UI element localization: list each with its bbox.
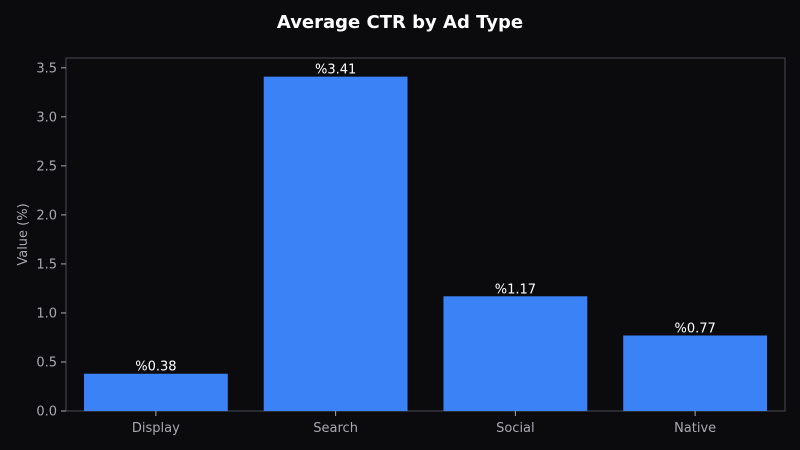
- x-tick-label: Display: [132, 421, 180, 436]
- bar-native: [623, 335, 768, 411]
- bar-social: [443, 296, 588, 411]
- bar-display: [83, 373, 228, 411]
- bar-value-label: %1.17: [495, 282, 536, 297]
- y-tick-label: 2.0: [36, 208, 57, 223]
- x-tick-label: Search: [313, 421, 358, 436]
- y-tick-label: 3.0: [36, 110, 57, 125]
- y-tick-label: 0.5: [36, 355, 57, 370]
- y-tick-label: 1.0: [36, 306, 57, 321]
- chart-title: Average CTR by Ad Type: [276, 12, 524, 33]
- y-axis-label: Value (%): [16, 203, 31, 265]
- x-axis: Display Search Social Native: [132, 411, 716, 436]
- y-tick-label: 2.5: [36, 159, 57, 174]
- y-axis: 0.0 0.5 1.0 1.5 2.0 2.5 3.0 3.5: [36, 61, 66, 420]
- y-tick-label: 3.5: [36, 61, 57, 76]
- bar-value-label: %0.77: [674, 321, 715, 336]
- y-tick-label: 1.5: [36, 257, 57, 272]
- bars-group: %0.38 %3.41 %1.17 %0.77: [83, 63, 768, 411]
- x-tick-label: Social: [496, 421, 535, 436]
- bar-value-label: %3.41: [315, 63, 356, 78]
- x-tick-label: Native: [674, 421, 716, 436]
- bar-value-label: %0.38: [135, 360, 176, 375]
- y-tick-label: 0.0: [36, 405, 57, 420]
- bar-search: [263, 76, 408, 411]
- plot-frame: [65, 57, 786, 412]
